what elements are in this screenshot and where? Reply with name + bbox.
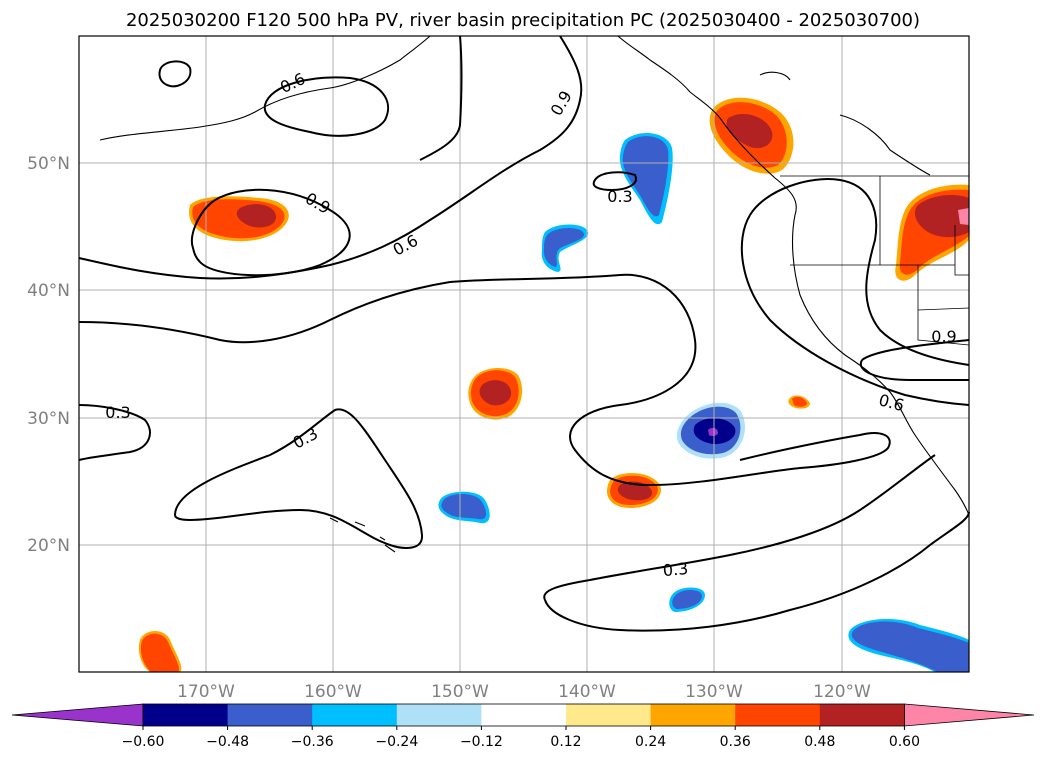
lat-tick-labels: 50°N 40°N 30°N 20°N [27, 154, 70, 556]
lon-tick-label: 140°W [558, 682, 616, 702]
precip-blob-west-pacific [189, 196, 289, 242]
colorbar-frame [142, 703, 905, 727]
pv-contours [78, 35, 970, 632]
lon-tick-label: 130°W [685, 682, 743, 702]
lon-tick-labels: 170°W 160°W 150°W 140°W 130°W 120°W [177, 682, 871, 702]
lon-tick-label: 150°W [431, 682, 489, 702]
colorbar-tick-label: 0.24 [635, 734, 666, 750]
gridlines [79, 36, 969, 672]
contour-label: 0.3 [607, 187, 632, 206]
contour-label: 0.9 [931, 327, 956, 346]
lon-tick-label: 170°W [177, 682, 235, 702]
coastlines [99, 35, 970, 553]
precip-blob-south [669, 587, 705, 612]
colorbar-segment [312, 704, 398, 726]
precip-blob-north-bc [709, 97, 794, 174]
colorbar-extend-min [11, 703, 144, 727]
figure-title: 2025030200 F120 500 hPa PV, river basin … [126, 10, 920, 31]
us-state-borders [780, 175, 970, 346]
lat-tick-label: 50°N [27, 154, 70, 174]
colorbar-segment [819, 704, 905, 726]
colorbar-tick-label: 0.48 [804, 734, 835, 750]
colorbar-tick-label: −0.24 [375, 734, 418, 750]
colorbar [11, 703, 1035, 727]
precip-blob-se-corner [848, 618, 969, 672]
lon-tick-label: 120°W [813, 682, 871, 702]
colorbar-segment [143, 704, 229, 726]
lat-tick-label: 20°N [27, 536, 70, 556]
precip-blob-gulf-alaska [619, 133, 673, 225]
colorbar-extend-max [904, 703, 1035, 727]
lat-tick-label: 30°N [27, 409, 70, 429]
colorbar-segment [396, 704, 482, 726]
precip-shading [138, 97, 969, 672]
contour-label: 0.3 [105, 403, 130, 422]
precip-blob-hawaii-north [438, 491, 490, 524]
colorbar-tick-label: 0.60 [889, 734, 920, 750]
colorbar-tick-label: 0.36 [720, 734, 751, 750]
precip-blob-pacific-nw [895, 184, 969, 281]
lon-tick-label: 160°W [304, 682, 362, 702]
colorbar-tick-label: −0.48 [206, 734, 249, 750]
precip-blob-offshore-ca [788, 395, 810, 409]
colorbar-tick-label: 0.12 [550, 734, 581, 750]
colorbar-tick-label: −0.36 [291, 734, 334, 750]
contour-label: 0.3 [662, 559, 689, 580]
precip-blob-north-central [541, 224, 589, 272]
colorbar-tick-labels: −0.60 −0.48 −0.36 −0.24 −0.12 0.12 0.24 0.36 0.4… [122, 726, 920, 750]
colorbar-segment [650, 704, 736, 726]
precip-blob-central [468, 367, 523, 420]
precip-blob-sw-corner [138, 631, 182, 672]
colorbar-tick-label: −0.60 [122, 734, 165, 750]
colorbar-segment [735, 704, 821, 726]
map-panel: 0.6 0.9 0.9 0.3 0.6 0.3 0.3 0.9 0.6 0.3 [78, 35, 970, 673]
colorbar-segment [566, 704, 652, 726]
lat-tick-label: 40°N [27, 281, 70, 301]
colorbar-tick-label: −0.12 [460, 734, 503, 750]
colorbar-segment [227, 704, 313, 726]
precip-blob-east-central [676, 402, 745, 459]
colorbar-segment [481, 704, 567, 726]
map-frame [78, 35, 970, 673]
